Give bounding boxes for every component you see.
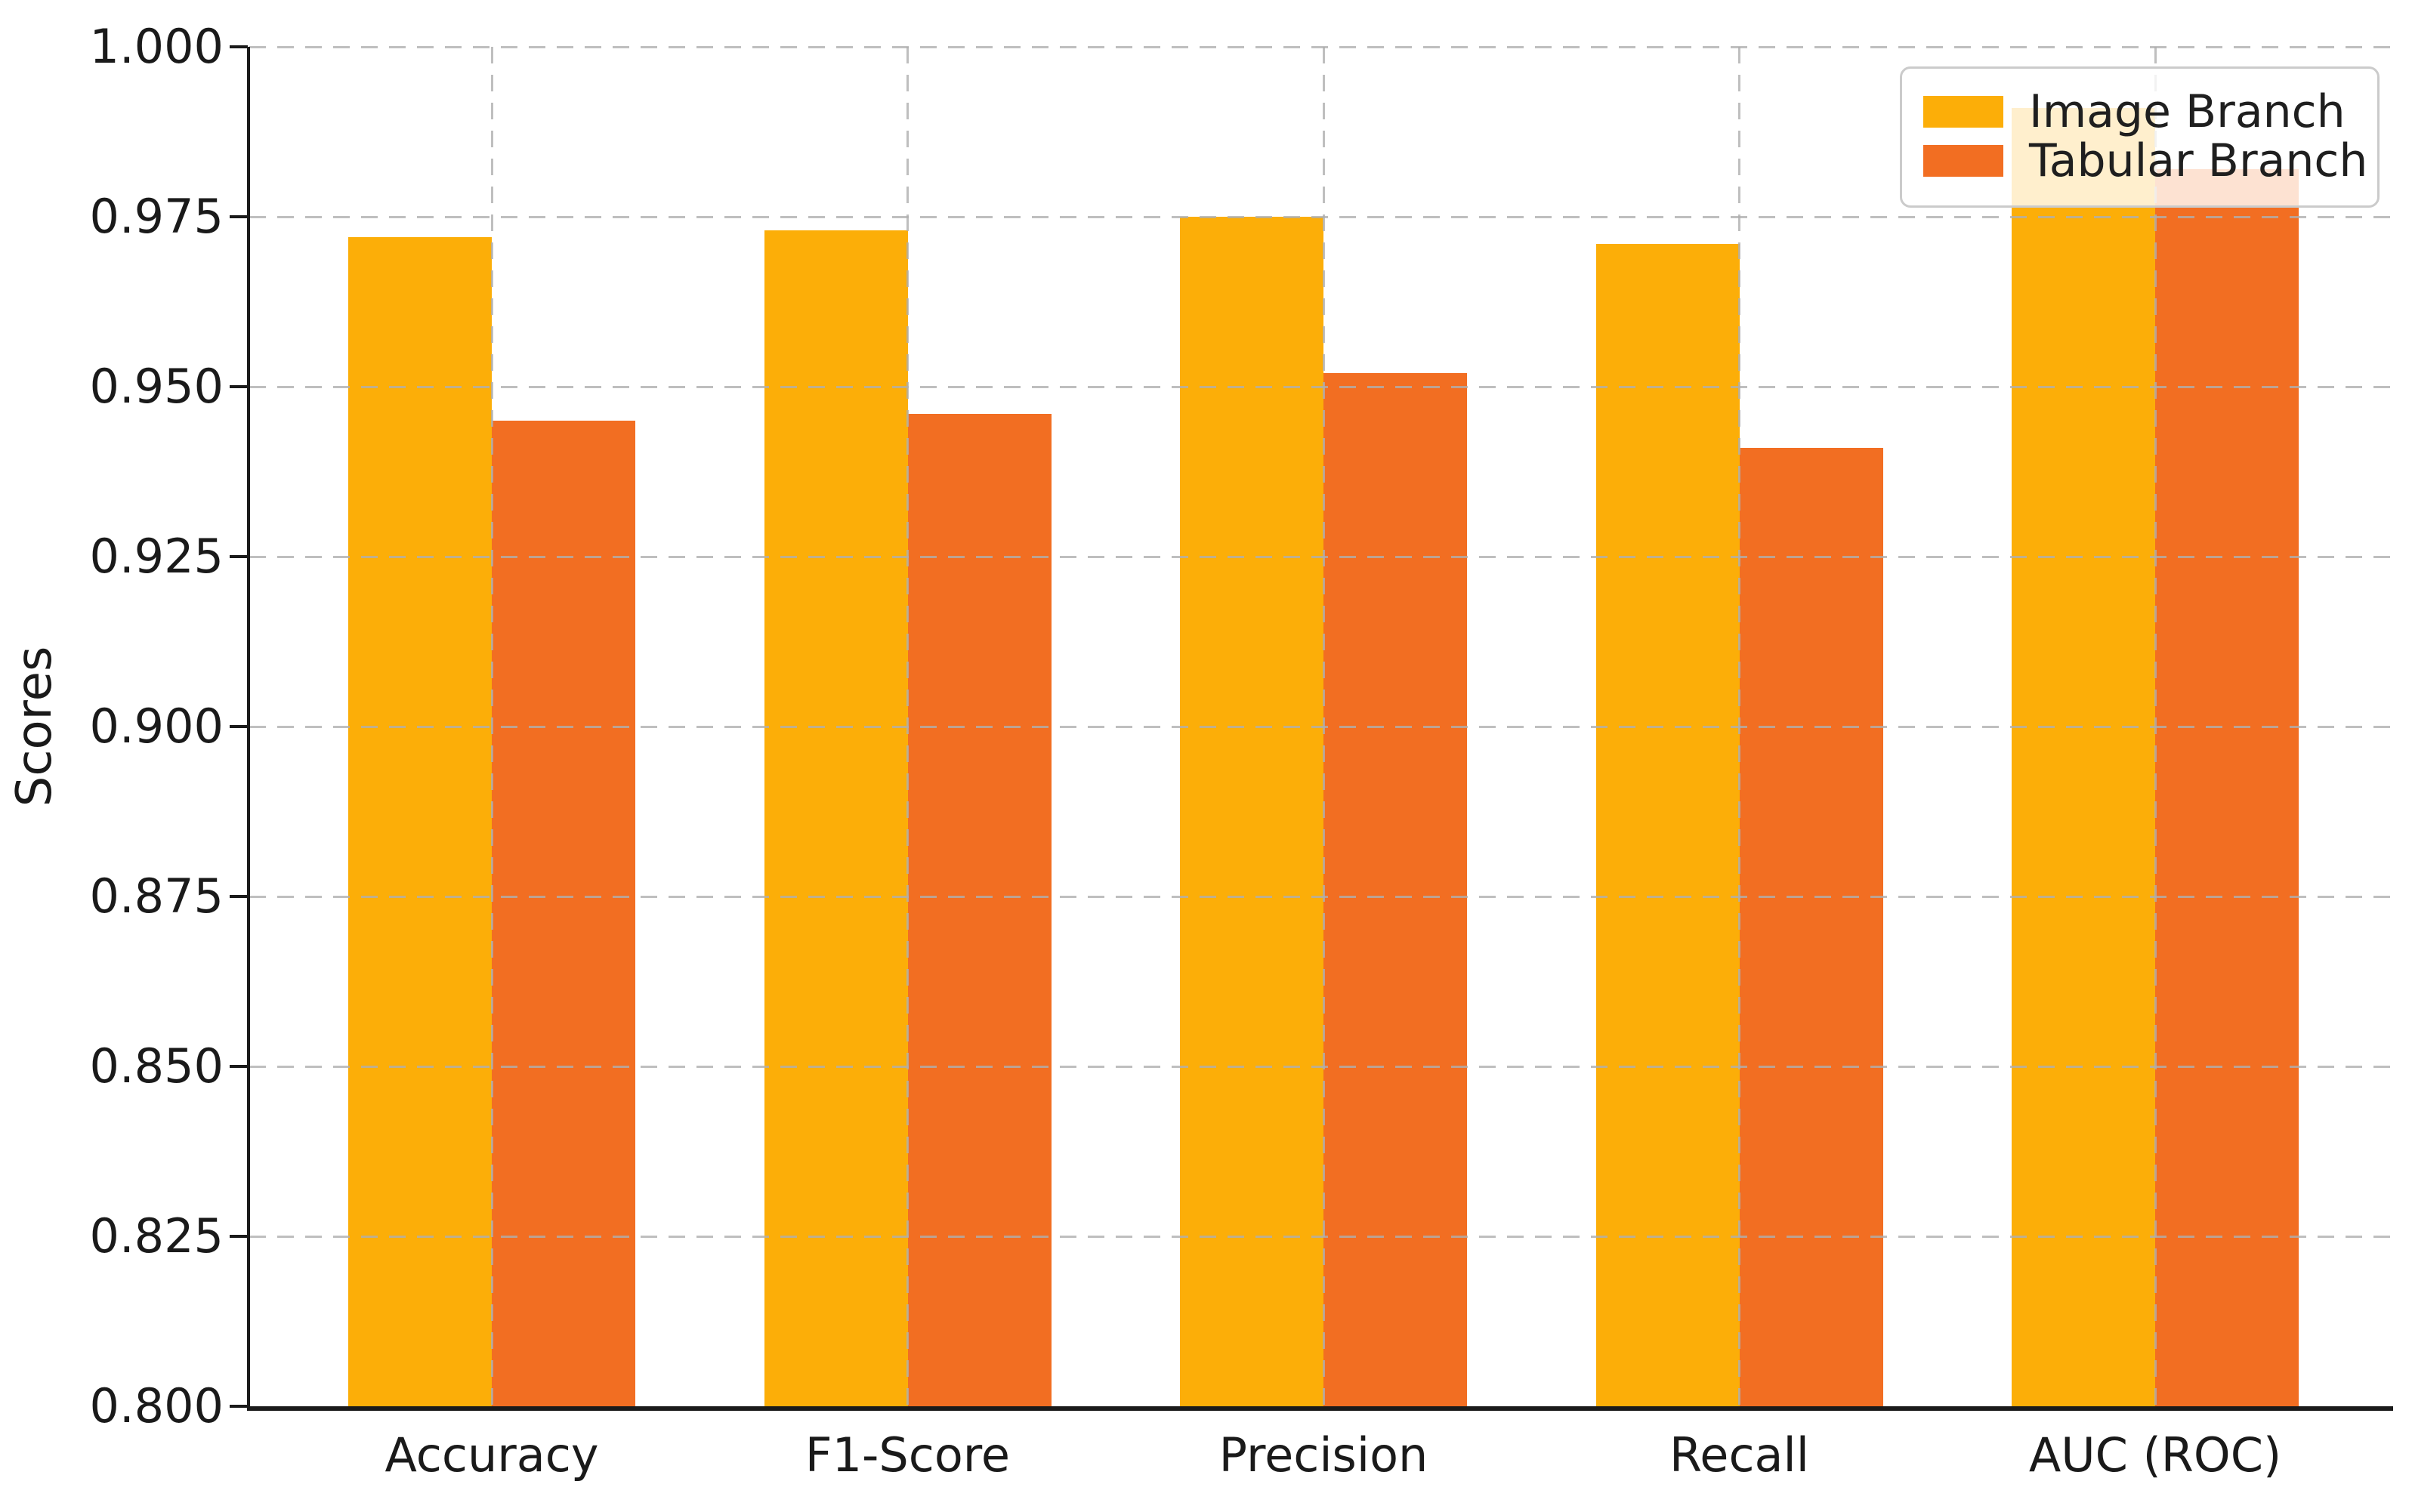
legend-item-image-branch: Image Branch [1923,88,2355,135]
legend: Image Branch Tabular Branch [1900,66,2380,208]
y-tick-label-0.900: 0.900 [89,699,224,754]
bar-tabular-branch-accuracy [492,421,635,1406]
x-axis-spine [247,1406,2393,1411]
legend-swatch-image-branch [1923,96,2003,128]
legend-label-image-branch: Image Branch [2029,85,2346,138]
bar-image-branch-recall [1595,244,1740,1406]
gridline-x-recall [1738,47,1740,1406]
y-axis-spine [247,47,250,1411]
gridline-y-0.850 [249,1065,2393,1068]
gridline-y-0.875 [249,895,2393,898]
y-tick-label-0.825: 0.825 [89,1208,224,1264]
y-tick-mark-0.825 [230,1235,248,1238]
bar-tabular-branch-recall [1739,448,1883,1406]
y-axis-title: Scores [7,646,63,807]
bar-tabular-branch-f1-score [907,414,1052,1406]
legend-swatch-tabular-branch [1923,145,2003,177]
bar-tabular-branch-precision [1323,373,1467,1406]
gridline-x-f1-score [906,47,909,1406]
x-tick-label-f1-score: F1-Score [805,1427,1011,1483]
legend-item-tabular-branch: Tabular Branch [1923,137,2367,184]
y-tick-mark-0.875 [230,895,248,898]
gridline-y-0.900 [249,725,2393,728]
bar-image-branch-auc-roc [2012,108,2155,1406]
y-tick-mark-0.950 [230,385,248,388]
y-tick-label-0.975: 0.975 [89,189,224,244]
bar-tabular-branch-auc-roc [2155,169,2299,1406]
y-tick-label-0.800: 0.800 [89,1378,224,1433]
x-tick-label-auc-roc: AUC (ROC) [2028,1427,2282,1483]
y-tick-mark-0.800 [230,1405,248,1408]
x-tick-label-precision: Precision [1218,1427,1428,1483]
gridline-x-precision [1322,47,1325,1406]
x-tick-label-accuracy: Accuracy [384,1427,599,1483]
y-tick-label-0.925: 0.925 [89,529,224,584]
y-tick-mark-0.850 [230,1065,248,1068]
y-tick-label-0.850: 0.850 [89,1038,224,1094]
x-tick-label-recall: Recall [1669,1427,1809,1483]
y-tick-mark-0.900 [230,725,248,728]
y-tick-label-1.000: 1.000 [89,19,224,74]
bar-image-branch-accuracy [348,237,492,1406]
gridline-y-1.000 [249,45,2393,48]
y-tick-mark-1.000 [230,45,248,48]
y-tick-mark-0.975 [230,215,248,218]
y-tick-mark-0.925 [230,555,248,558]
gridline-x-accuracy [490,47,493,1406]
gridline-x-auc-roc [2154,47,2157,1406]
gridline-y-0.825 [249,1235,2393,1238]
gridline-y-0.975 [249,215,2393,218]
y-tick-label-0.875: 0.875 [89,869,224,924]
gridline-y-0.925 [249,555,2393,558]
bar-image-branch-precision [1180,217,1323,1406]
gridline-y-0.950 [249,385,2393,388]
legend-label-tabular-branch: Tabular Branch [2029,134,2368,187]
bar-image-branch-f1-score [764,230,908,1406]
y-tick-label-0.950: 0.950 [89,359,224,414]
